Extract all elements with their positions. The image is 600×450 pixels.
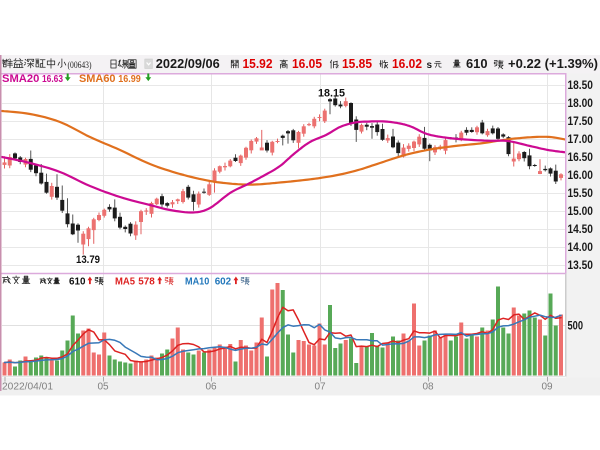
svg-text:07: 07 bbox=[314, 382, 326, 393]
svg-text:610: 610 bbox=[466, 56, 488, 71]
svg-text:s: s bbox=[427, 60, 433, 71]
svg-text:2022/04/01: 2022/04/01 bbox=[2, 382, 53, 393]
svg-text:16.05: 16.05 bbox=[292, 56, 322, 71]
svg-text:610: 610 bbox=[69, 277, 86, 288]
svg-text:+0.22 (+1.39%): +0.22 (+1.39%) bbox=[508, 56, 598, 71]
svg-text:2022/09/06: 2022/09/06 bbox=[156, 56, 220, 71]
svg-text:16.50: 16.50 bbox=[568, 150, 594, 164]
svg-text:(00643): (00643) bbox=[68, 60, 92, 70]
svg-text:MA5: MA5 bbox=[115, 276, 135, 288]
svg-text:16.00: 16.00 bbox=[568, 168, 594, 182]
svg-text:17.00: 17.00 bbox=[568, 132, 594, 146]
svg-text:18.00: 18.00 bbox=[568, 96, 594, 110]
svg-text:15.92: 15.92 bbox=[243, 56, 273, 71]
svg-text:14.50: 14.50 bbox=[568, 222, 594, 236]
svg-text:18.15: 18.15 bbox=[318, 88, 345, 100]
svg-text:15.50: 15.50 bbox=[568, 186, 594, 200]
svg-text:13.50: 13.50 bbox=[568, 258, 594, 272]
svg-text:14.00: 14.00 bbox=[568, 240, 594, 254]
svg-text:16.99: 16.99 bbox=[118, 74, 141, 85]
svg-text:15.00: 15.00 bbox=[568, 204, 594, 218]
svg-text:08: 08 bbox=[422, 382, 434, 393]
svg-text:16.02: 16.02 bbox=[392, 56, 422, 71]
svg-text:578: 578 bbox=[138, 277, 155, 288]
svg-text:13.79: 13.79 bbox=[76, 254, 100, 266]
svg-text:17.50: 17.50 bbox=[568, 114, 594, 128]
svg-text:602: 602 bbox=[215, 277, 232, 288]
svg-text:18.50: 18.50 bbox=[568, 78, 594, 92]
svg-text:SMA60: SMA60 bbox=[79, 73, 116, 85]
svg-text:09: 09 bbox=[541, 382, 553, 393]
svg-text:16.63: 16.63 bbox=[42, 74, 63, 85]
svg-text:500: 500 bbox=[568, 319, 584, 333]
svg-text:06: 06 bbox=[205, 382, 217, 393]
svg-text:MA10: MA10 bbox=[185, 276, 209, 288]
svg-text:15.85: 15.85 bbox=[342, 56, 372, 71]
svg-text:05: 05 bbox=[97, 382, 109, 393]
svg-text:SMA20: SMA20 bbox=[2, 73, 39, 85]
